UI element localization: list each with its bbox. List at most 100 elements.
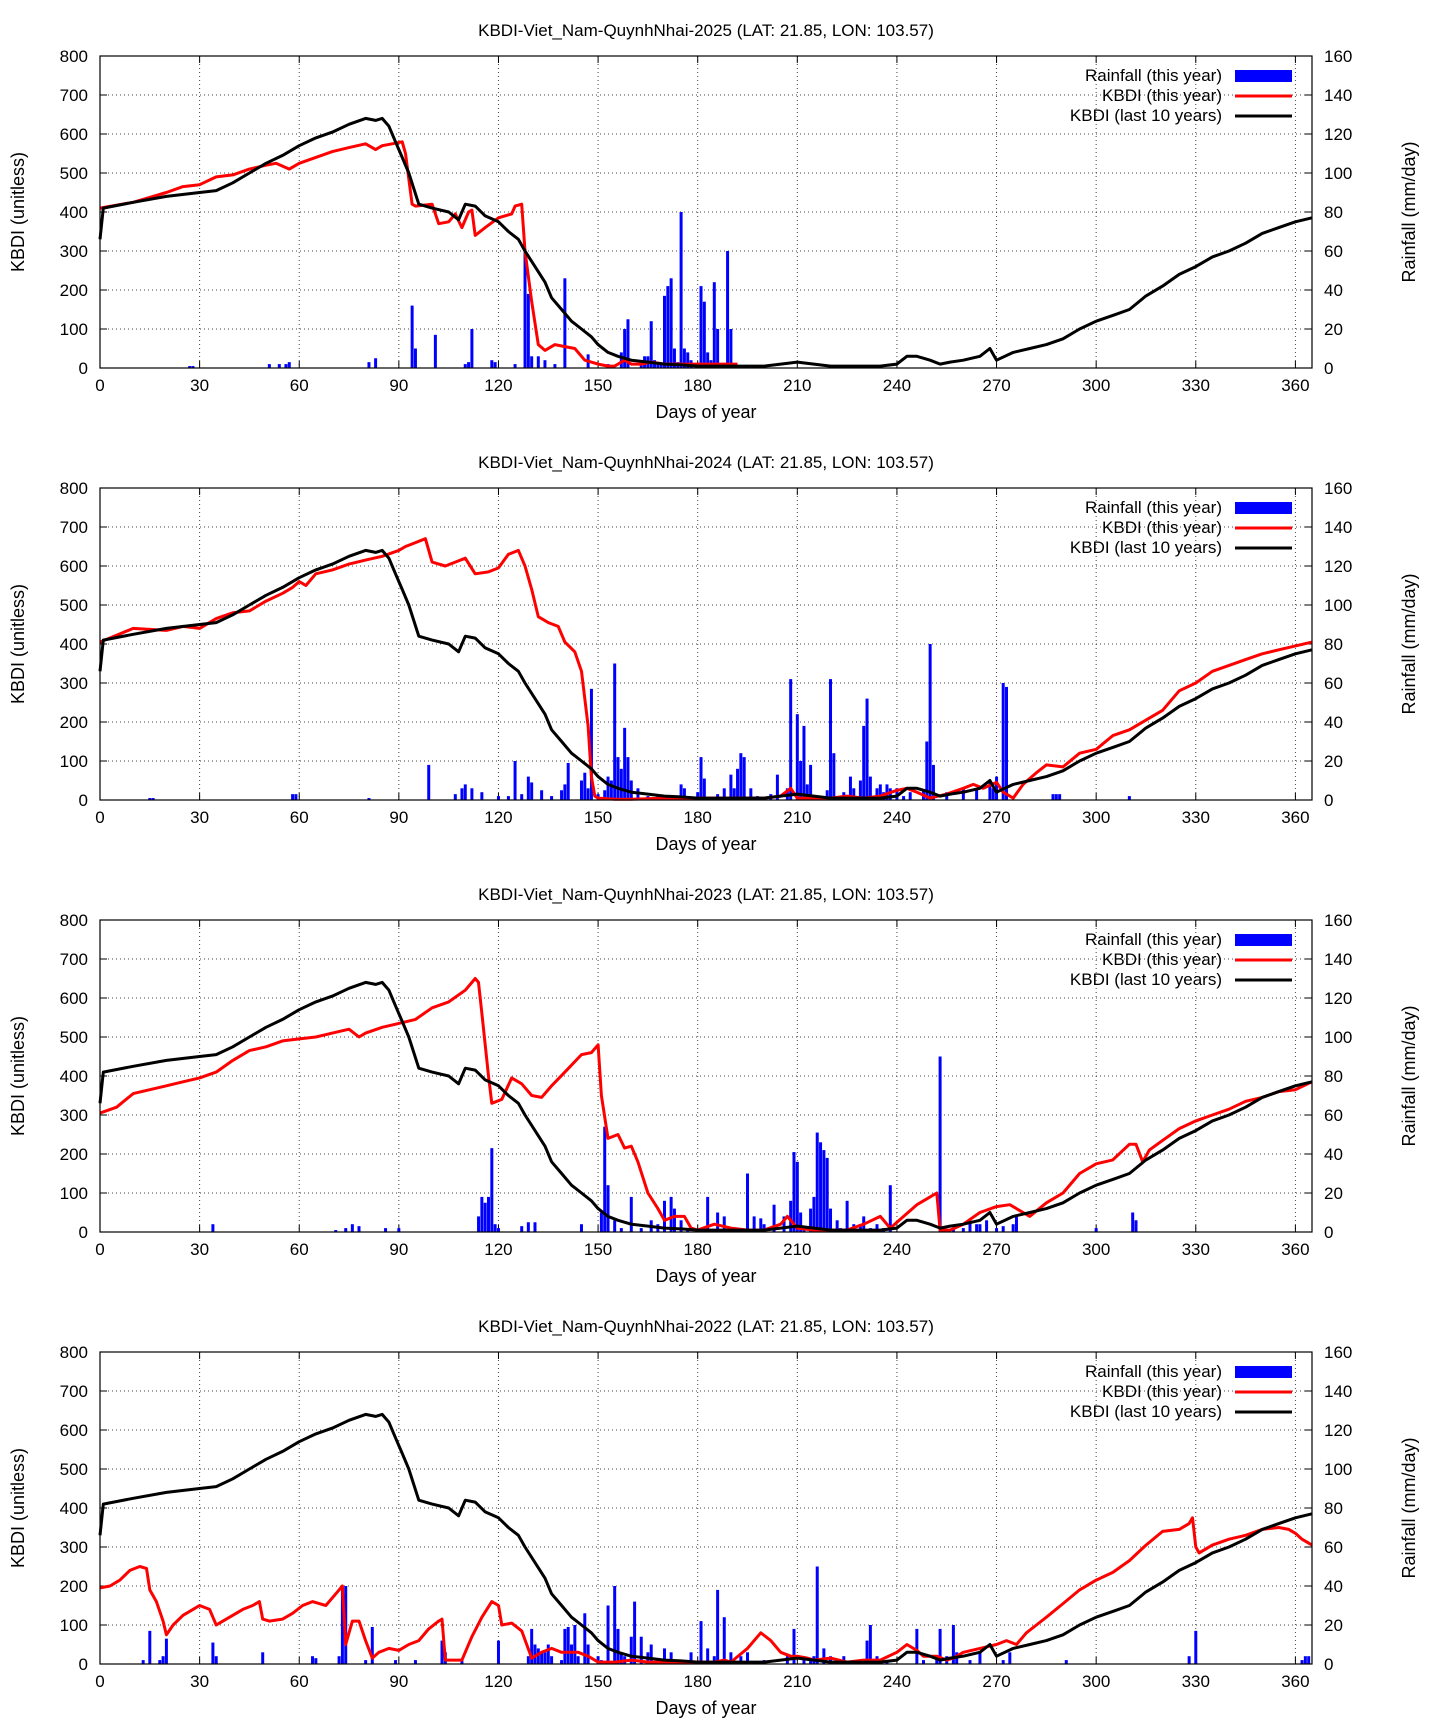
rainfall-bar [858,780,862,800]
rainfall-bar [619,1652,623,1664]
rainfall-bar [626,319,630,368]
rainfall-bar [570,1644,574,1664]
legend-swatch-rainfall [1235,1366,1292,1378]
y-tick-label: 200 [60,1145,88,1164]
rainfall-bar [699,286,703,368]
x-tick-label: 60 [290,1240,309,1259]
rainfall-bar [496,1640,500,1664]
rainfall-bar [560,1660,564,1664]
rainfall-bar [848,776,852,800]
rainfall-bar [616,1628,620,1664]
y-tick-label: 100 [60,1184,88,1203]
y2-tick-label: 20 [1324,320,1343,339]
rainfall-bar [277,364,281,368]
rainfall-bar [825,790,829,800]
rainfall-bar [792,1628,796,1664]
y2-tick-label: 140 [1324,1382,1352,1401]
rainfall-bar [496,796,500,800]
x-tick-label: 150 [584,1672,612,1691]
y-tick-label: 700 [60,518,88,537]
rainfall-bar [151,798,155,800]
rainfall-bar [865,698,869,800]
y2-tick-label: 0 [1324,359,1333,378]
rainfall-bar [164,1638,168,1664]
rainfall-bar [995,1228,999,1232]
x-tick-label: 30 [190,1240,209,1259]
y-tick-label: 800 [60,911,88,930]
x-tick-label: 90 [389,1672,408,1691]
x-tick-label: 360 [1281,1672,1309,1691]
rainfall-bar [1134,1220,1138,1232]
rainfall-bar [1187,1656,1191,1664]
rainfall-bar [822,1648,826,1664]
x-tick-label: 330 [1182,1240,1210,1259]
y2-tick-label: 0 [1324,791,1333,810]
rainfall-bar [968,1660,972,1664]
rainfall-bar [712,1656,716,1664]
rainfall-bar [566,1626,570,1664]
x-tick-label: 300 [1082,808,1110,827]
y-tick-label: 800 [60,47,88,66]
rainfall-bar [364,1660,368,1664]
x-tick-label: 0 [95,1672,104,1691]
rainfall-bar [868,1625,872,1664]
y-tick-label: 600 [60,557,88,576]
rainfall-bar [493,1224,497,1232]
rainfall-bar [669,1196,673,1232]
y-tick-label: 100 [60,1616,88,1635]
rainfall-bar [908,792,912,800]
x-tick-label: 240 [883,1240,911,1259]
y-axis-label: KBDI (unitless) [8,152,28,272]
rainfall-bar [722,788,726,800]
rainfall-bar [583,772,587,800]
rainfall-bar [433,334,437,368]
rainfall-bar [716,1589,720,1664]
rainfall-bar [829,1208,833,1232]
x-tick-label: 270 [982,1672,1010,1691]
y-tick-label: 0 [79,359,88,378]
y2-tick-label: 20 [1324,752,1343,771]
rainfall-bar [530,782,534,800]
rainfall-bar [513,761,517,800]
rainfall-bar [775,774,779,800]
rainfall-bar [815,1566,819,1664]
rainfall-bar [789,1200,793,1232]
y2-tick-label: 100 [1324,164,1352,183]
rainfall-bar [716,329,720,368]
y2-tick-label: 80 [1324,635,1343,654]
rainfall-bar [669,278,673,368]
y2-tick-label: 40 [1324,713,1343,732]
rainfall-bar [520,794,524,800]
rainfall-bar [374,358,378,368]
x-tick-label: 240 [883,376,911,395]
rainfall-bar [1307,1656,1311,1664]
rainfall-bar [493,362,497,368]
y-tick-label: 100 [60,752,88,771]
rainfall-bar [792,1152,796,1232]
plot-frame [99,55,1313,369]
x-tick-label: 150 [584,1240,612,1259]
rainfall-bar [563,278,567,368]
rainfall-bar [613,1220,617,1232]
rainfall-bar [875,788,879,800]
rainfall-bar [928,644,932,800]
rainfall-bar [888,1185,892,1232]
rainfall-bar [931,764,935,800]
x-tick-label: 180 [684,808,712,827]
rainfall-bar [334,1230,338,1232]
rainfall-bar [712,282,716,368]
y2-tick-label: 100 [1324,596,1352,615]
kbdi-chart-panel: KBDI-Viet_Nam-QuynhNhai-2023 (LAT: 21.85… [8,885,1419,1286]
y-tick-label: 500 [60,596,88,615]
rainfall-bar [370,1626,374,1664]
rainfall-bar [762,1224,766,1232]
y2-tick-label: 80 [1324,203,1343,222]
legend-label: Rainfall (this year) [1085,930,1222,949]
legend-swatch-rainfall [1235,502,1292,514]
rainfall-bar [291,794,295,800]
rainfall-bar [729,1652,733,1664]
rainfall-bar [829,679,833,800]
y-tick-label: 600 [60,989,88,1008]
rainfall-bar [682,348,686,368]
